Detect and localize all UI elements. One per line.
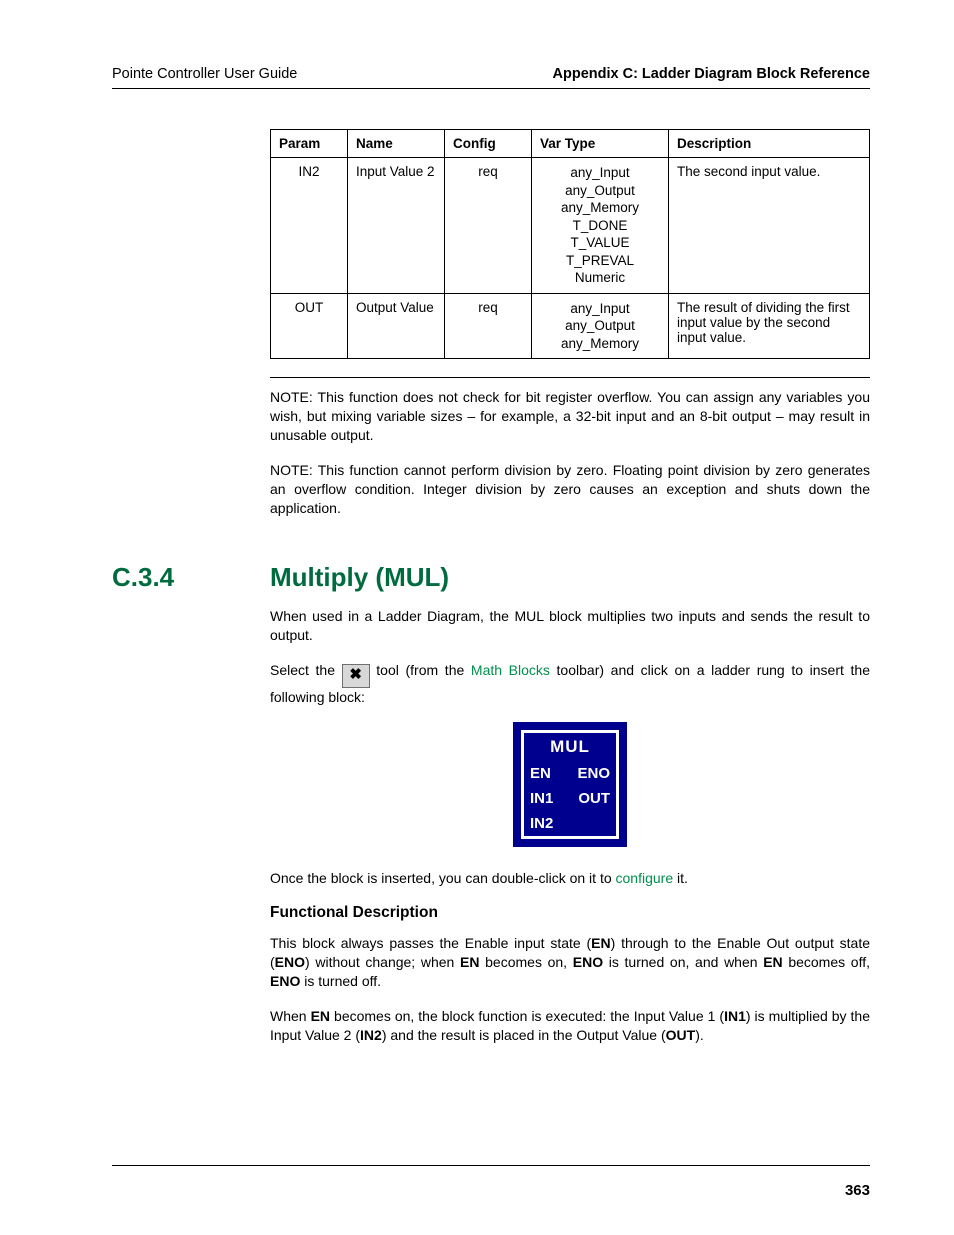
kw-eno: ENO (573, 954, 603, 970)
text: This block always passes the Enable inpu… (270, 935, 591, 951)
table-header-row: Param Name Config Var Type Description (271, 130, 870, 158)
page-header: Pointe Controller User Guide Appendix C:… (112, 66, 870, 88)
cell-vartype: any_Inputany_Outputany_Memory (532, 293, 669, 359)
kw-in2: IN2 (360, 1027, 382, 1043)
port-en: EN (530, 765, 551, 782)
text: ) and the result is placed in the Output… (382, 1027, 666, 1043)
table-row: IN2 Input Value 2 req any_Inputany_Outpu… (271, 158, 870, 294)
text: becomes on, the block function is execut… (330, 1008, 724, 1024)
text: is turned on, and when (603, 954, 763, 970)
text: tool (from the (376, 662, 471, 678)
page-number: 363 (845, 1182, 870, 1199)
once-paragraph: Once the block is inserted, you can doub… (270, 869, 870, 888)
note-paragraph: NOTE: This function does not check for b… (270, 388, 870, 445)
footer-rule (112, 1165, 870, 1166)
text: ) without change; when (305, 954, 460, 970)
section-number: C.3.4 (112, 562, 270, 593)
text: ). (695, 1027, 704, 1043)
text: becomes off, (783, 954, 870, 970)
mul-row: EN ENO (524, 761, 616, 786)
functional-description-heading: Functional Description (270, 904, 870, 922)
table-body: IN2 Input Value 2 req any_Inputany_Outpu… (271, 158, 870, 359)
text: is turned off. (300, 973, 381, 989)
section-title: Multiply (MUL) (270, 562, 449, 593)
mul-block-title: MUL (524, 733, 616, 761)
kw-eno: ENO (275, 954, 305, 970)
th-name: Name (348, 130, 445, 158)
cell-desc: The second input value. (669, 158, 870, 294)
th-param: Param (271, 130, 348, 158)
intro-paragraph: When used in a Ladder Diagram, the MUL b… (270, 607, 870, 645)
th-config: Config (445, 130, 532, 158)
text: it. (677, 870, 688, 886)
cell-config: req (445, 158, 532, 294)
parameter-table: Param Name Config Var Type Description I… (270, 129, 870, 359)
section-body: When used in a Ladder Diagram, the MUL b… (270, 607, 870, 1045)
text: becomes on, (479, 954, 572, 970)
table-row: OUT Output Value req any_Inputany_Output… (271, 293, 870, 359)
cell-vartype: any_Inputany_Outputany_MemoryT_DONET_VAL… (532, 158, 669, 294)
header-rule (112, 88, 870, 89)
header-right: Appendix C: Ladder Diagram Block Referen… (553, 66, 870, 82)
note-paragraph: NOTE: This function cannot perform divis… (270, 461, 870, 518)
math-blocks-link[interactable]: Math Blocks (471, 662, 550, 678)
th-vartype: Var Type (532, 130, 669, 158)
text: When (270, 1008, 311, 1024)
multiply-tool-icon: ✖ (342, 664, 370, 688)
port-in1: IN1 (530, 790, 553, 807)
mul-block-inner: MUL EN ENO IN1 OUT IN2 (521, 730, 619, 839)
kw-en: EN (591, 935, 610, 951)
cell-name: Output Value (348, 293, 445, 359)
header-left: Pointe Controller User Guide (112, 66, 297, 82)
content-column: Param Name Config Var Type Description I… (270, 129, 870, 518)
text: Once the block is inserted, you can doub… (270, 870, 616, 886)
cell-param: IN2 (271, 158, 348, 294)
kw-eno: ENO (270, 973, 300, 989)
mul-row: IN2 (524, 811, 616, 836)
select-paragraph: Select the ✖ tool (from the Math Blocks … (270, 661, 870, 707)
mul-block-figure: MUL EN ENO IN1 OUT IN2 (270, 722, 870, 847)
section-heading: C.3.4 Multiply (MUL) (112, 562, 870, 593)
page: Pointe Controller User Guide Appendix C:… (0, 0, 954, 1235)
cell-config: req (445, 293, 532, 359)
port-in2: IN2 (530, 815, 553, 832)
kw-in1: IN1 (724, 1008, 746, 1024)
kw-out: OUT (666, 1027, 696, 1043)
kw-en: EN (460, 954, 479, 970)
cell-desc: The result of dividing the first input v… (669, 293, 870, 359)
mul-row: IN1 OUT (524, 786, 616, 811)
functional-paragraph-1: This block always passes the Enable inpu… (270, 934, 870, 991)
kw-en: EN (311, 1008, 330, 1024)
kw-en: EN (763, 954, 782, 970)
configure-link[interactable]: configure (616, 870, 674, 886)
port-eno: ENO (577, 765, 610, 782)
mul-block: MUL EN ENO IN1 OUT IN2 (513, 722, 627, 847)
th-description: Description (669, 130, 870, 158)
text: Select the (270, 662, 342, 678)
separator-rule (270, 377, 870, 378)
cell-name: Input Value 2 (348, 158, 445, 294)
port-out: OUT (578, 790, 610, 807)
cell-param: OUT (271, 293, 348, 359)
functional-paragraph-2: When EN becomes on, the block function i… (270, 1007, 870, 1045)
